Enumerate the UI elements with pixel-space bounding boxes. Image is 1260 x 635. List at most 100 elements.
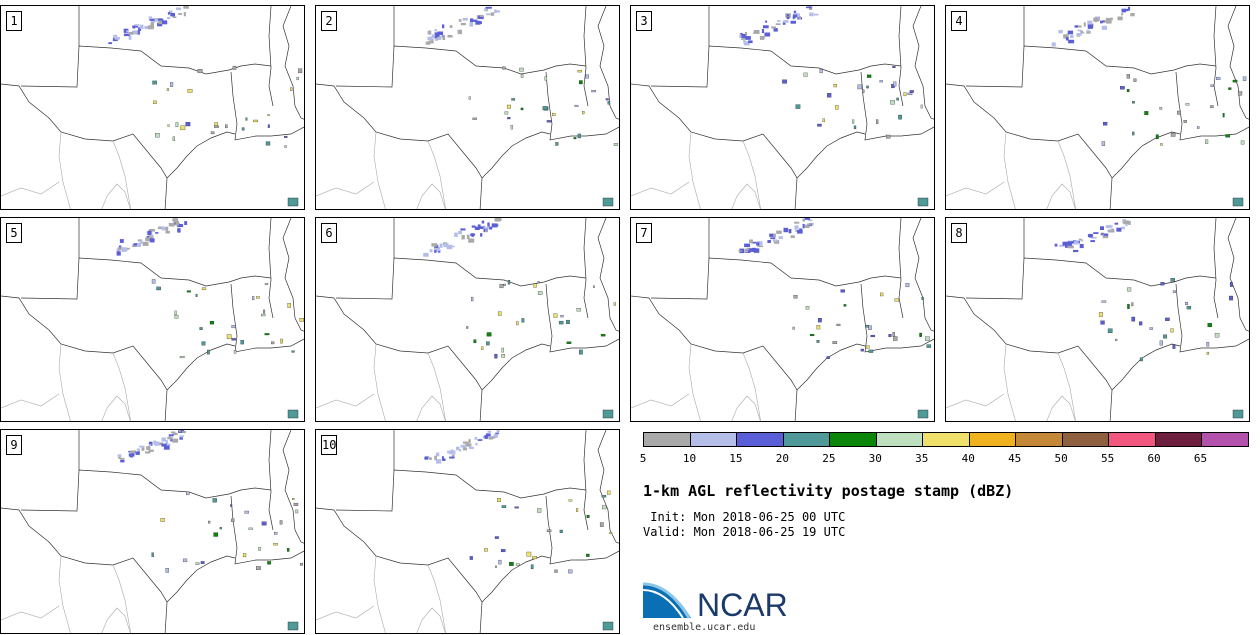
- reflectivity-echo: [225, 124, 228, 129]
- reflectivity-echo: [497, 311, 502, 316]
- county-border: [416, 607, 446, 633]
- reflectivity-echo: [809, 12, 814, 17]
- reflectivity-echo: [286, 548, 290, 552]
- reflectivity-echo: [893, 81, 897, 87]
- reflectivity-echo: [496, 430, 500, 433]
- member-label: 9: [6, 435, 22, 455]
- reflectivity-echo: [187, 89, 193, 93]
- reflectivity-echo: [168, 223, 175, 227]
- reflectivity-echo: [427, 36, 433, 41]
- state-border: [796, 343, 866, 391]
- reflectivity-echo: [118, 245, 122, 249]
- reflectivity-echo: [753, 30, 760, 34]
- state-border: [597, 430, 619, 544]
- reflectivity-echo: [793, 12, 798, 17]
- reflectivity-echo: [486, 341, 490, 346]
- state-border: [230, 495, 304, 565]
- ncar-logo: NCAR: [642, 578, 793, 626]
- reflectivity-echo: [230, 504, 233, 507]
- reflectivity-echo: [1121, 8, 1127, 13]
- base-map: [316, 430, 619, 633]
- state-border: [545, 283, 619, 353]
- reflectivity-echo: [739, 34, 742, 38]
- reflectivity-echo: [1077, 29, 1082, 32]
- reflectivity-echo: [108, 42, 113, 45]
- reflectivity-echo: [460, 22, 466, 26]
- reflectivity-echo: [471, 225, 476, 228]
- reflectivity-echo: [434, 32, 440, 37]
- reflectivity-echo: [1086, 29, 1090, 33]
- reflectivity-echo: [117, 247, 123, 251]
- reflectivity-echo: [833, 84, 837, 88]
- reflectivity-echo: [151, 552, 154, 557]
- reflectivity-echo: [566, 341, 572, 344]
- reflectivity-echo: [1210, 84, 1214, 87]
- reflectivity-echo: [483, 227, 490, 229]
- reflectivity-echo: [860, 348, 864, 352]
- reflectivity-echo: [466, 443, 472, 447]
- reflectivity-echo: [602, 505, 607, 510]
- reflectivity-echo: [141, 447, 145, 451]
- county-border: [1, 605, 60, 621]
- state-border: [20, 257, 272, 300]
- reflectivity-echo: [1074, 25, 1078, 28]
- reflectivity-echo: [214, 122, 219, 126]
- reflectivity-echo: [185, 122, 191, 127]
- reflectivity-echo: [178, 430, 181, 433]
- reflectivity-echo: [167, 12, 171, 15]
- state-border: [20, 469, 272, 512]
- reflectivity-echo: [756, 242, 760, 246]
- reflectivity-echo: [865, 345, 870, 349]
- base-map: [316, 6, 619, 209]
- reflectivity-echo: [853, 125, 857, 130]
- county-border: [731, 395, 761, 421]
- reflectivity-echo: [802, 223, 805, 229]
- reflectivity-echo: [776, 230, 782, 234]
- reflectivity-echo: [449, 456, 455, 459]
- reflectivity-echo: [486, 332, 492, 337]
- reflectivity-echo: [591, 90, 596, 93]
- reflectivity-echo: [1197, 126, 1200, 129]
- reflectivity-echo: [133, 243, 137, 246]
- base-map: [631, 218, 934, 421]
- state-border: [481, 131, 551, 179]
- reflectivity-echo: [1144, 111, 1149, 116]
- reflectivity-echo: [1225, 134, 1231, 138]
- reflectivity-echo: [147, 230, 152, 236]
- reflectivity-echo: [1229, 282, 1233, 287]
- county-border: [688, 131, 701, 209]
- reflectivity-echo: [273, 543, 278, 546]
- reflectivity-echo: [533, 283, 537, 288]
- reflectivity-echo: [510, 125, 513, 130]
- logo-text: NCAR: [697, 587, 788, 622]
- reflectivity-echo: [920, 104, 923, 109]
- reflectivity-echo: [258, 547, 262, 551]
- reflectivity-echo: [1185, 301, 1189, 306]
- reflectivity-echo: [489, 226, 492, 230]
- reflectivity-echo: [183, 12, 186, 17]
- reflectivity-echo: [1121, 13, 1124, 16]
- state-border: [1175, 283, 1249, 353]
- colorbar-tick-label: 50: [1054, 452, 1068, 465]
- reflectivity-echo: [145, 237, 151, 241]
- reflectivity-echo: [261, 521, 267, 526]
- reflectivity-echo: [182, 558, 188, 563]
- reflectivity-echo: [751, 241, 757, 244]
- reflectivity-echo: [139, 445, 145, 448]
- reflectivity-echo: [232, 65, 237, 70]
- reflectivity-echo: [1125, 224, 1128, 227]
- colorbar-segment: [875, 433, 923, 446]
- reflectivity-echo: [501, 354, 506, 358]
- reflectivity-echo: [468, 96, 471, 100]
- reflectivity-echo: [1093, 232, 1099, 234]
- reflectivity-echo: [462, 441, 469, 444]
- reflectivity-echo: [469, 22, 474, 27]
- reflectivity-echo: [429, 249, 433, 253]
- reflectivity-echo: [442, 24, 445, 29]
- reflectivity-echo: [170, 82, 174, 87]
- reflectivity-echo: [753, 248, 760, 253]
- reflectivity-echo: [816, 340, 820, 343]
- reflectivity-echo: [183, 6, 189, 9]
- reflectivity-echo: [480, 346, 484, 350]
- reflectivity-echo: [178, 13, 183, 15]
